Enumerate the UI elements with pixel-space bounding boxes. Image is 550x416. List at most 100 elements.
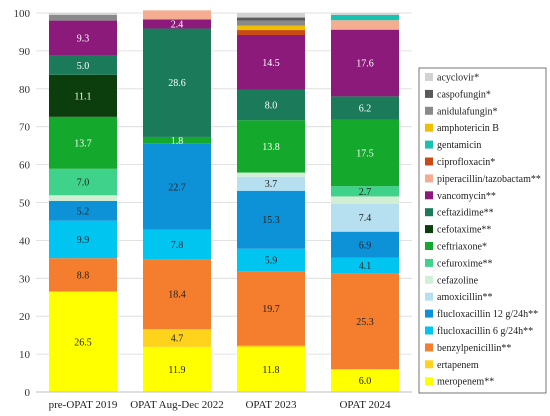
data-label: 6.9 bbox=[359, 240, 372, 251]
legend-swatch bbox=[425, 292, 433, 301]
legend-entry: amphotericin B bbox=[437, 123, 499, 134]
bar-segment bbox=[331, 29, 399, 97]
data-label: 6.2 bbox=[359, 104, 372, 115]
data-label: 19.7 bbox=[262, 304, 280, 315]
x-axis: pre-OPAT 2019 OPAT Aug-Dec 2022 OPAT 2023 O… bbox=[36, 391, 412, 411]
y-tick-label: 40 bbox=[19, 235, 31, 247]
bar-segment bbox=[331, 96, 399, 120]
data-label: 17.5 bbox=[356, 149, 374, 160]
data-label: 2.4 bbox=[171, 19, 184, 30]
data-label: 8.0 bbox=[265, 101, 278, 112]
legend-box bbox=[418, 67, 547, 394]
bar-segment bbox=[331, 231, 399, 258]
bar-segment bbox=[143, 19, 211, 29]
legend-entry: cefuroxime** bbox=[437, 258, 493, 269]
bar-segment bbox=[49, 116, 117, 169]
legend-swatch bbox=[425, 309, 433, 318]
bar-segment bbox=[237, 20, 305, 26]
bar-segment bbox=[49, 20, 117, 56]
bar-segment bbox=[49, 168, 117, 196]
data-label: 11.9 bbox=[168, 365, 185, 376]
bar-segment bbox=[237, 190, 305, 249]
y-tick-label: 0 bbox=[25, 387, 31, 399]
y-tick-label: 50 bbox=[19, 198, 31, 210]
bar-segment bbox=[237, 271, 305, 346]
bar-segment bbox=[49, 14, 117, 21]
bar-segment bbox=[331, 196, 399, 204]
y-tick-label: 100 bbox=[14, 8, 31, 20]
data-label: 14.5 bbox=[262, 58, 280, 69]
y-axis: 0 10 20 30 40 50 60 70 80 90 100 bbox=[14, 8, 31, 399]
legend-swatch bbox=[425, 258, 433, 267]
bar-segment bbox=[331, 257, 399, 274]
bar-segment bbox=[237, 176, 305, 191]
x-tick-label: OPAT 2023 bbox=[245, 399, 297, 411]
data-label: 7.4 bbox=[359, 213, 372, 224]
data-label: 1.8 bbox=[171, 136, 184, 147]
legend-swatch bbox=[425, 174, 433, 183]
legend-swatch bbox=[425, 208, 433, 217]
bar-segment bbox=[143, 259, 211, 330]
legend-swatch bbox=[425, 326, 433, 335]
y-tick-label: 90 bbox=[19, 46, 31, 58]
bar-segment bbox=[143, 136, 211, 144]
data-label: 9.3 bbox=[77, 34, 90, 45]
data-label: 25.3 bbox=[356, 317, 374, 328]
y-tick-label: 10 bbox=[19, 349, 31, 361]
legend-entry: flucloxacillin 12 g/24h** bbox=[437, 309, 538, 320]
bar-segment bbox=[49, 74, 117, 117]
data-label: 11.1 bbox=[74, 91, 91, 102]
legend-entry: caspofungin* bbox=[437, 89, 491, 100]
data-label: 28.6 bbox=[168, 78, 186, 89]
legend-entry: ertapenem bbox=[437, 360, 479, 371]
bar-segment bbox=[143, 329, 211, 347]
bar-segment bbox=[331, 186, 399, 197]
legend-swatch bbox=[425, 73, 433, 81]
legend-swatch bbox=[425, 191, 433, 200]
y-tick-label: 20 bbox=[19, 311, 31, 323]
legend-entry: flucloxacillin 6 g/24h** bbox=[437, 326, 533, 337]
x-tick-label: OPAT Aug-Dec 2022 bbox=[130, 399, 224, 411]
data-label: 13.8 bbox=[262, 142, 280, 153]
bar-segment bbox=[331, 203, 399, 232]
bar-segment bbox=[237, 172, 305, 177]
legend-swatch bbox=[425, 123, 433, 132]
bar-segment bbox=[331, 369, 399, 392]
bar-segment bbox=[143, 229, 211, 260]
data-label: 7.0 bbox=[77, 178, 90, 189]
bar-segment bbox=[237, 347, 305, 392]
y-tick-label: 30 bbox=[19, 273, 31, 285]
bar-segment bbox=[49, 220, 117, 259]
bar-segment bbox=[331, 14, 399, 21]
bar-segment bbox=[49, 195, 117, 201]
legend-entry: cefotaxime** bbox=[437, 225, 491, 236]
data-label: 17.6 bbox=[356, 59, 374, 70]
bar-segment bbox=[49, 55, 117, 75]
legend-entry: ceftazidime** bbox=[437, 208, 494, 219]
bar-segment bbox=[49, 291, 117, 392]
data-label: 18.4 bbox=[168, 290, 186, 301]
bar-segment bbox=[237, 345, 305, 348]
data-label: 5.9 bbox=[265, 255, 278, 266]
legend-swatch bbox=[425, 343, 433, 352]
bar-segment bbox=[237, 17, 305, 21]
legend-swatch bbox=[425, 89, 433, 98]
bar-segment bbox=[237, 13, 305, 18]
data-label: 11.8 bbox=[262, 365, 279, 376]
legend-entry: anidulafungin* bbox=[437, 106, 498, 117]
legend-swatch bbox=[425, 157, 433, 166]
bar-segment bbox=[237, 89, 305, 121]
data-label: 9.9 bbox=[77, 235, 90, 246]
data-label: 4.7 bbox=[171, 333, 184, 344]
bar-segment bbox=[49, 13, 117, 15]
legend-swatch bbox=[425, 225, 433, 234]
bar-segment bbox=[237, 120, 305, 173]
legend-entry: ciprofloxacin* bbox=[437, 157, 495, 168]
bar-segment bbox=[331, 20, 399, 30]
legend-entry: ceftriaxone* bbox=[437, 242, 487, 253]
legend-entry: amoxicillin** bbox=[437, 292, 493, 303]
legend-swatch bbox=[425, 377, 433, 386]
data-label: 2.7 bbox=[359, 187, 372, 198]
legend-entry: cefazoline bbox=[437, 275, 479, 286]
